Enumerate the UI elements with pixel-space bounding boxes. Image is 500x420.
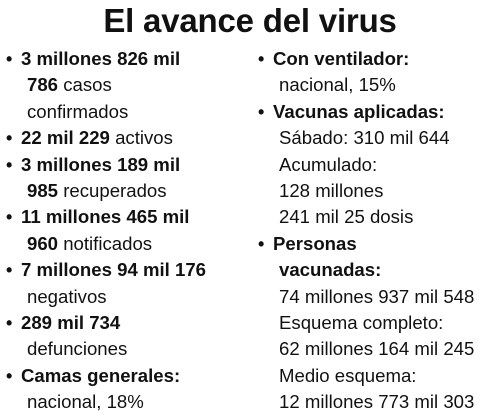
item-value: 7 millones 94 mil 176 — [21, 259, 207, 281]
bullet: • — [258, 233, 265, 254]
item-label: casos — [58, 74, 112, 96]
bullet: • — [6, 207, 13, 228]
list-item-recuperados: • 3 millones 189 mil 985 recuperados — [6, 152, 256, 205]
bullet: • — [6, 260, 13, 281]
item-heading: Camas generales: — [21, 364, 181, 386]
list-item-camas-generales: • Camas generales: nacional, 18% — [6, 363, 256, 416]
bullet: • — [258, 49, 265, 69]
item-value: 3 millones 826 mil — [21, 48, 181, 69]
item-label: 12 millones 773 mil 303 — [279, 391, 475, 413]
bullet: • — [258, 101, 265, 122]
page-title: El avance del virus — [103, 2, 397, 39]
item-heading: Vacunas aplicadas: — [273, 100, 445, 122]
bullet: • — [6, 154, 13, 175]
item-value: 289 mil 734 — [21, 312, 121, 334]
item-heading: Personas — [273, 232, 357, 254]
bullet: • — [6, 128, 13, 149]
item-label: Esquema completo: — [279, 312, 444, 334]
item-label: Sábado: 310 mil 644 — [279, 127, 450, 149]
item-label: 241 mil 25 dosis — [279, 206, 414, 228]
item-value: 786 — [27, 74, 59, 96]
item-value: 985 — [27, 180, 59, 202]
right-column: • Con ventilador: nacional, 15% • Vacuna… — [258, 46, 498, 416]
item-heading: Con ventilador: — [273, 48, 410, 69]
bullet: • — [6, 313, 13, 334]
bullet: • — [6, 49, 13, 69]
item-label: nacional, 18% — [27, 391, 144, 413]
item-label: 74 millones 937 mil 548 — [279, 285, 475, 307]
item-label: confirmados — [27, 100, 129, 122]
list-item-con-ventilador: • Con ventilador: nacional, 15% — [258, 46, 498, 99]
item-label: activos — [109, 127, 173, 149]
item-label: Acumulado: — [279, 153, 378, 175]
list-item-defunciones: • 289 mil 734 defunciones — [6, 310, 256, 363]
item-label: defunciones — [27, 338, 128, 360]
item-label: 128 millones — [279, 180, 384, 202]
list-item-personas-vacunadas: • Personas vacunadas: 74 millones 937 mi… — [258, 231, 498, 416]
list-item-notificados: • 11 millones 465 mil 960 notificados — [6, 204, 256, 257]
item-label: nacional, 15% — [279, 74, 396, 96]
list-item-vacunas-aplicadas: • Vacunas aplicadas: Sábado: 310 mil 644… — [258, 99, 498, 231]
item-value: 11 millones 465 mil — [21, 206, 190, 228]
left-column: • 3 millones 826 mil 786 casos confirmad… — [6, 46, 256, 416]
item-label: negativos — [27, 285, 107, 307]
list-item-negativos: • 7 millones 94 mil 176 negativos — [6, 257, 256, 310]
item-value: 22 mil 229 — [21, 127, 110, 149]
item-label: notificados — [58, 232, 153, 254]
item-label: 62 millones 164 mil 245 — [279, 338, 475, 360]
item-value: 3 millones 189 mil — [21, 153, 181, 175]
list-item-activos: • 22 mil 229 activos — [6, 125, 256, 151]
bullet: • — [6, 365, 13, 386]
item-label: recuperados — [58, 180, 167, 202]
list-item-confirmados: • 3 millones 826 mil 786 casos confirmad… — [6, 46, 256, 125]
item-value: 960 — [27, 232, 59, 254]
item-heading: vacunadas: — [279, 259, 382, 281]
item-label: Medio esquema: — [279, 364, 417, 386]
